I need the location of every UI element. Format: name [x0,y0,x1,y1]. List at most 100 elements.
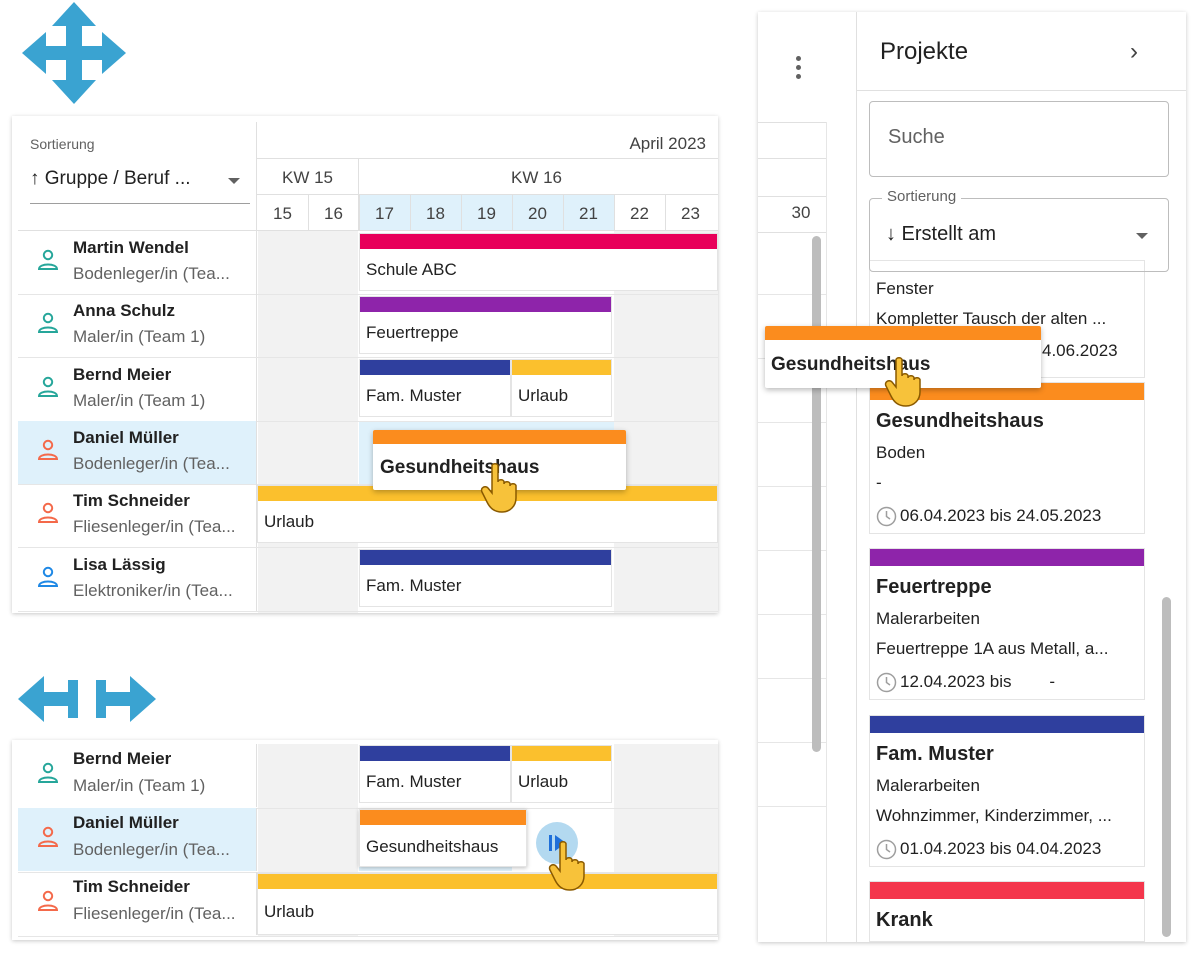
day-divider [563,195,564,230]
day-divider [614,195,615,230]
card-color-stripe [870,549,1144,566]
title-divider [857,90,1186,91]
row-divider [18,547,718,549]
selected-week-highlight [359,195,614,230]
assignment-bar[interactable]: Schule ABC [359,233,718,291]
more-vertical-icon[interactable] [794,56,802,82]
move-arrows-icon [22,2,126,104]
sort-value[interactable]: ↑ Gruppe / Beruf ... [30,168,191,189]
resource-role: Maler/in (Team 1) [73,327,206,347]
resource-role: Bodenleger/in (Tea... [73,264,230,283]
bar-color-stripe [360,550,611,565]
chevron-right-icon[interactable]: › [1130,38,1138,65]
resource-name: Bernd Meier [73,364,172,384]
header-divider [257,158,718,159]
resource-name: Tim Schneider [73,877,190,896]
day-divider [308,195,309,230]
search-field[interactable] [869,101,1169,177]
card-subtitle: Malerarbeiten [876,609,980,628]
assignment-bar[interactable]: Fam. Muster [359,745,511,803]
sort-value: ↓ Erstellt am [886,223,997,245]
resource-row[interactable]: Martin Wendel Bodenleger/in (Tea... [18,231,257,294]
day-label: 20 [528,204,547,223]
dropdown-arrow-icon[interactable] [228,178,240,184]
dropdown-arrow-icon [1136,233,1148,239]
row-divider [758,614,826,615]
row-divider [18,610,718,612]
day-label: 18 [426,204,445,223]
resource-role: Fliesenleger/in (Tea... [73,517,236,537]
assignment-bar[interactable]: Fam. Muster [359,359,511,417]
resource-row[interactable]: Bernd Meier Maler/in (Team 1) [18,744,257,807]
assignment-label: Urlaub [518,386,569,405]
day-divider [512,195,513,230]
resource-role: Elektroniker/in (Tea... [73,580,233,600]
header-divider [257,194,718,195]
person-outline-icon [37,313,59,334]
day-label: 21 [579,204,598,223]
header-divider [758,232,826,233]
row-divider [758,678,826,679]
day-label: 17 [375,204,394,223]
card-title: Fam. Muster [876,743,994,765]
person-outline-icon [37,502,59,524]
clock-icon [876,672,897,693]
sidebar-scrollbar[interactable] [1162,597,1171,937]
scheduler-panel: Sortierung ↑ Gruppe / Beruf ... April 20… [12,116,718,613]
resource-name: Lisa Lässig [73,554,166,574]
day-label: 23 [681,204,700,223]
resource-row[interactable]: Tim Schneider Fliesenleger/in (Tea... [18,872,257,935]
resource-row[interactable]: Daniel Müller Bodenleger/in (Tea... [18,420,257,484]
header-divider [758,196,826,197]
calendar-scrollbar[interactable] [812,236,821,752]
bar-color-stripe [360,297,611,312]
resource-row[interactable]: Tim Schneider Fliesenleger/in (Tea... [18,484,257,548]
sort-control[interactable]: Sortierung ↑ Gruppe / Beruf ... [18,122,257,230]
resize-arrows-icon [18,676,156,722]
card-subtitle: Malerarbeiten [876,776,980,795]
person-outline-icon [37,890,59,911]
resource-name: Bernd Meier [73,749,172,768]
row-divider [758,422,826,423]
row-divider [18,294,718,295]
resource-row[interactable]: Anna Schulz Maler/in (Team 1) [18,294,257,358]
header-divider [18,230,718,231]
project-card[interactable]: Fam. Muster Malerarbeiten Wohnzimmer, Kind… [869,715,1145,867]
assignment-bar[interactable]: Urlaub [511,745,612,803]
sort-select[interactable]: Sortierung ↓ Erstellt am [869,188,1169,272]
resizing-assignment-bar[interactable]: Gesundheitshaus [359,809,527,867]
resource-role: Bodenleger/in (Tea... [73,840,230,859]
header-divider [758,122,826,123]
pointing-hand-cursor-icon [884,357,921,407]
search-input[interactable] [888,126,1148,149]
assignment-label: Urlaub [518,772,569,791]
day-label: 22 [630,204,649,223]
pointing-hand-cursor-icon [548,841,585,891]
bar-color-stripe [765,326,1041,340]
assignment-bar[interactable]: Feuertreppe [359,296,612,354]
assignment-bar[interactable]: Fam. Muster [359,549,612,607]
assignment-bar[interactable]: Urlaub [511,359,612,417]
bar-color-stripe [373,430,626,444]
week-label-15: KW 15 [281,168,334,187]
card-title: Krank [876,909,933,931]
resize-handle-button[interactable] [536,822,578,864]
bar-color-stripe [360,360,510,375]
project-card[interactable]: Krank [869,881,1145,942]
card-color-stripe [870,716,1144,733]
dragged-project[interactable]: Gesundheitshaus [765,326,1041,388]
bar-color-stripe [360,746,510,761]
sort-underline [30,203,250,204]
project-card[interactable]: Feuertreppe Malerarbeiten Feuertreppe 1A a… [869,548,1145,700]
assignment-label: Gesundheitshaus [366,837,499,856]
resource-role: Maler/in (Team 1) [73,390,206,410]
resource-row[interactable]: Lisa Lässig Elektroniker/in (Tea... [18,547,257,611]
resource-row[interactable]: Bernd Meier Maler/in (Team 1) [18,357,257,421]
card-title: Feuertreppe [876,576,992,598]
row-divider [758,550,826,551]
card-date: 4.06.2023 [1042,341,1118,360]
row-divider [18,872,718,873]
card-description: Kompletter Tausch der alten ... [876,309,1107,328]
assignment-bar[interactable]: Urlaub [257,873,718,935]
resource-row[interactable]: Daniel Müller Bodenleger/in (Tea... [18,808,257,871]
